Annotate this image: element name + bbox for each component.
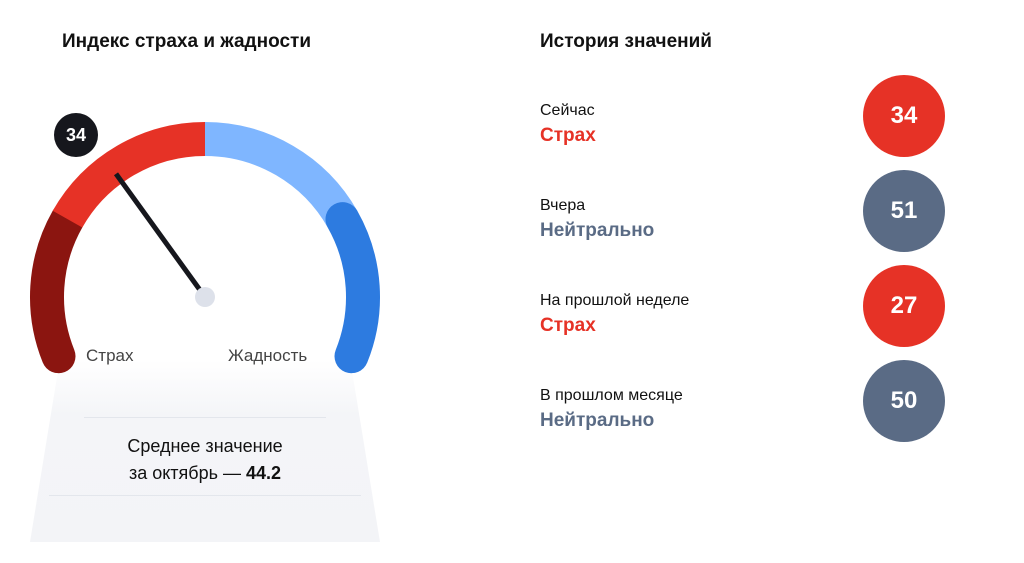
history-state: Страх: [540, 315, 596, 336]
history-state: Нейтрально: [540, 220, 655, 241]
current-value-badge: 34: [54, 113, 98, 157]
history-item: Сейчас Страх 34: [540, 75, 960, 180]
history-value-circle: 51: [863, 170, 945, 252]
history-value-circle: 34: [863, 75, 945, 157]
history-period: На прошлой неделе: [540, 292, 690, 309]
average-period: за октябрь —: [128, 463, 246, 483]
gauge-needle: [113, 172, 208, 299]
history-state: Нейтрально: [540, 410, 655, 431]
gauge-segment: [204, 122, 358, 228]
gauge-title: Индекс страха и жадности: [62, 31, 311, 52]
history-item: На прошлой неделе Страх 27: [540, 265, 960, 370]
average-panel-background: [30, 360, 380, 542]
history-value-circle: 50: [863, 360, 945, 442]
history-period: В прошлом месяце: [540, 387, 683, 404]
gauge-segment: [52, 122, 206, 228]
history-item: Вчера Нейтрально 51: [540, 170, 960, 275]
gauge-segment: [30, 202, 85, 374]
history-state: Страх: [540, 125, 596, 146]
history-period: Сейчас: [540, 102, 595, 119]
needle-hub: [195, 287, 215, 307]
monthly-average: Среднее значение за октябрь — 44.2: [30, 433, 380, 487]
history-value-circle: 27: [863, 265, 945, 347]
greed-label: Жадность: [228, 346, 308, 365]
divider: [49, 495, 361, 496]
gauge-segment: [325, 202, 380, 374]
history-title: История значений: [540, 31, 712, 52]
fear-greed-gauge: [30, 122, 380, 374]
fear-label: Страх: [86, 346, 134, 365]
average-label: Среднее значение: [127, 436, 283, 456]
average-value: 44.2: [246, 463, 282, 483]
history-period: Вчера: [540, 197, 586, 214]
divider: [84, 417, 326, 418]
history-item: В прошлом месяце Нейтрально 50: [540, 360, 960, 465]
